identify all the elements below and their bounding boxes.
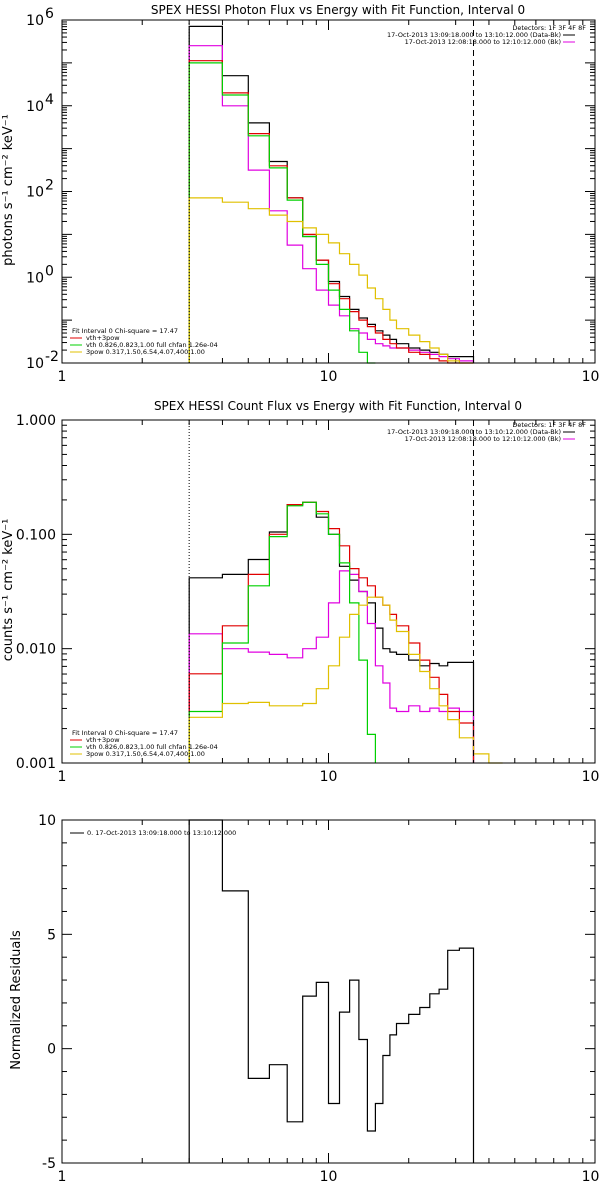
x-tick-label: 100 [582, 369, 600, 385]
residuals-panel: Normalized Residuals 10 5 0 -5 1 10 100 0. 17… [9, 813, 600, 1185]
legend-vth-params: vth 0.826,0.823,1.00 full chfan 1.26e-04 [86, 341, 218, 349]
photon-flux-reference-lines [188, 20, 474, 363]
legend-data-interval: 17-Oct-2013 13:09:18.000 to 13:10:12.000… [387, 428, 561, 436]
series-bk [188, 570, 475, 763]
residuals-ylabel: Normalized Residuals [9, 930, 24, 1070]
y-tick-exponent: 2 [45, 178, 54, 194]
y-tick-label: 0 [47, 1042, 56, 1058]
y-tick-exponent: -2 [45, 349, 59, 365]
y-tick-label: 0.001 [16, 756, 56, 772]
photon-flux-legend-top: Detectors: 1F 3F 4F 8F 17-Oct-2013 13:09… [387, 24, 586, 46]
x-tick-label: 10 [320, 369, 338, 385]
legend-fit-name: vth+3pow [86, 736, 120, 744]
legend-fit-name: vth+3pow [86, 334, 120, 342]
x-tick-label: 100 [582, 1169, 600, 1185]
count-flux-panel: SPEX HESSI Count Flux vs Energy with Fit… [1, 399, 600, 785]
y-tick-label: 5 [47, 927, 56, 943]
series-vth [188, 501, 376, 763]
photon-flux-tick-marks [61, 20, 595, 364]
y-tick-label: -5 [42, 1156, 56, 1172]
series-3pow [188, 596, 503, 764]
y-tick-label: 10 [26, 356, 44, 372]
count-flux-legend-bottom: Fit Interval 0 Chi-square = 17.47 vth+3p… [70, 729, 218, 758]
series-bk [188, 45, 475, 363]
legend-fit-info: Fit Interval 0 Chi-square = 17.47 [72, 729, 178, 737]
legend-residual-interval: 0. 17-Oct-2013 13:09:18.000 to 13:10:12.… [87, 829, 236, 837]
x-tick-label: 1 [58, 1169, 67, 1185]
photon-flux-series [188, 25, 475, 364]
legend-detectors: Detectors: 1F 3F 4F 8F [512, 421, 586, 429]
residuals-series [188, 819, 475, 1163]
y-tick-label: 10 [38, 813, 56, 829]
series-vth-3pow [188, 501, 475, 763]
count-flux-series [188, 501, 503, 764]
y-tick-label: 0.010 [16, 642, 56, 658]
count-flux-ylabel: counts s⁻¹ cm⁻² keV⁻¹ [1, 519, 16, 662]
residuals-plot-frame [61, 819, 596, 1164]
legend-detectors: Detectors: 1F 3F 4F 8F [512, 24, 586, 32]
y-tick-label: 10 [26, 99, 44, 115]
photon-flux-x-tick-labels: 1 10 100 [58, 369, 600, 385]
series-vth-3pow [188, 60, 474, 364]
y-tick-exponent: 0 [45, 263, 54, 279]
legend-bk-interval: 17-Oct-2013 12:08:18.000 to 12:10:12.000… [405, 38, 561, 46]
x-tick-label: 100 [582, 769, 600, 785]
count-flux-plot-frame [61, 419, 596, 764]
legend-3pow-params: 3pow 0.317,1.50,6.54,4.07,400,1.00 [86, 348, 205, 356]
count-flux-title: SPEX HESSI Count Flux vs Energy with Fit… [154, 399, 522, 413]
y-tick-label: 10 [26, 185, 44, 201]
photon-flux-legend-bottom: Fit Interval 0 Chi-square = 17.47 vth+3p… [70, 327, 218, 356]
legend-fit-info: Fit Interval 0 Chi-square = 17.47 [72, 327, 178, 335]
photon-flux-title: SPEX HESSI Photon Flux vs Energy with Fi… [151, 3, 525, 17]
x-tick-label: 10 [320, 1169, 338, 1185]
count-flux-x-tick-labels: 1 10 100 [58, 769, 600, 785]
residuals-x-tick-labels: 1 10 100 [58, 1169, 600, 1185]
x-tick-label: 1 [58, 369, 67, 385]
y-tick-label: 1.000 [16, 413, 56, 429]
series-vth [188, 62, 376, 364]
legend-data-interval: 17-Oct-2013 13:09:18.000 to 13:10:12.000… [387, 31, 561, 39]
count-flux-reference-lines [188, 420, 474, 763]
x-tick-label: 1 [58, 769, 67, 785]
legend-3pow-params: 3pow 0.317,1.50,6.54,4.07,400,1.00 [86, 750, 205, 758]
y-tick-label: 10 [26, 13, 44, 29]
count-flux-tick-marks [61, 420, 595, 764]
count-flux-y-tick-labels: 1.000 0.100 0.010 0.001 [16, 413, 56, 772]
photon-flux-panel: SPEX HESSI Photon Flux vs Energy with Fi… [1, 3, 600, 385]
y-tick-exponent: 6 [45, 6, 54, 22]
photon-flux-plot-frame [61, 19, 596, 364]
series-0-17-oct-2013-13-09-18-000-to-13-10-12-000 [188, 819, 475, 1163]
legend-bk-interval: 17-Oct-2013 12:08:18.000 to 12:10:12.000… [405, 435, 561, 443]
residuals-tick-marks [61, 819, 595, 1164]
residuals-legend: 0. 17-Oct-2013 13:09:18.000 to 13:10:12.… [70, 829, 236, 837]
y-tick-label: 0.100 [16, 527, 56, 543]
photon-flux-ylabel: photons s⁻¹ cm⁻² keV⁻¹ [1, 114, 16, 266]
series-3pow [188, 197, 474, 364]
y-tick-label: 10 [26, 270, 44, 286]
residuals-y-tick-labels: 10 5 0 -5 [38, 813, 56, 1172]
series-data-bk [188, 501, 475, 763]
x-tick-label: 10 [320, 769, 338, 785]
series-data-bk [188, 25, 475, 363]
count-flux-legend-top: Detectors: 1F 3F 4F 8F 17-Oct-2013 13:09… [387, 421, 586, 443]
legend-vth-params: vth 0.826,0.823,1.00 full chfan 1.26e-04 [86, 743, 218, 751]
y-tick-exponent: 4 [45, 92, 54, 108]
